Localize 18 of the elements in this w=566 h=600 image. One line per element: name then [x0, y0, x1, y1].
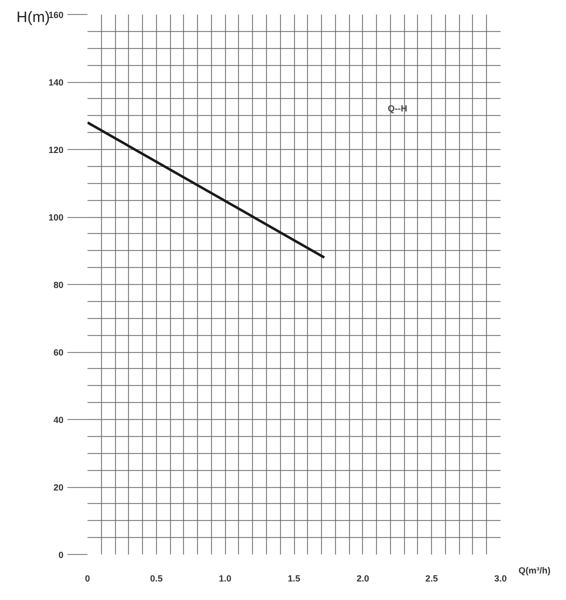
y-tick-label: 120: [48, 145, 64, 155]
x-tick-label: 0.5: [150, 574, 163, 584]
x-tick-label: 0: [84, 574, 90, 584]
y-tick-label: 40: [53, 415, 64, 425]
x-tick-label: 1.0: [218, 574, 232, 584]
y-tick-label: 20: [53, 482, 64, 492]
y-axis-title: H(m): [16, 9, 50, 26]
y-tick-label: 100: [48, 212, 64, 222]
x-tick-label: 2.5: [425, 574, 438, 584]
x-tick-label: 1.5: [288, 574, 300, 584]
y-tick-label: 160: [48, 10, 64, 20]
y-tick-label: 60: [53, 348, 64, 358]
y-tick-label: 140: [48, 78, 64, 88]
y-tick-label: 0: [58, 550, 64, 560]
x-tick-label: 3.0: [494, 574, 507, 584]
x-tick-label: 2.0: [356, 574, 370, 584]
y-tick-label: 80: [53, 280, 64, 290]
x-axis-title: Q(m³/h): [518, 566, 550, 576]
